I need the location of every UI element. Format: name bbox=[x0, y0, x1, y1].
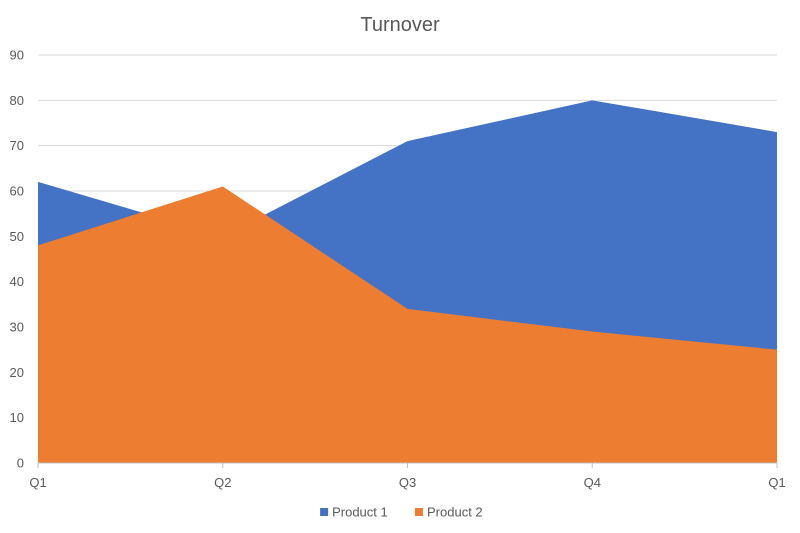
y-tick-label: 30 bbox=[10, 320, 24, 335]
plot-areas bbox=[37, 100, 778, 463]
y-tick-label: 0 bbox=[17, 456, 24, 471]
x-tick-label: Q3 bbox=[399, 475, 416, 490]
y-tick-label: 90 bbox=[10, 48, 24, 63]
y-tick-label: 80 bbox=[10, 93, 24, 108]
axes: 0 10 20 30 40 50 60 70 80 90 Q1 Q2 Q3 Q4 Q1 bbox=[10, 48, 786, 491]
y-tick-label: 20 bbox=[10, 365, 24, 380]
legend-label: Product 1 bbox=[332, 505, 388, 520]
x-tick-label: Q2 bbox=[214, 475, 231, 490]
legend-label: Product 2 bbox=[427, 505, 483, 520]
x-tick-label: Q1 bbox=[768, 475, 785, 490]
legend: Product 1 Product 2 bbox=[320, 505, 483, 520]
y-tick-label: 50 bbox=[10, 229, 24, 244]
x-tick-label: Q1 bbox=[29, 475, 46, 490]
chart-title: Turnover bbox=[360, 14, 440, 36]
y-tick-label: 70 bbox=[10, 138, 24, 153]
area-series-2 bbox=[38, 186, 777, 463]
legend-swatch bbox=[320, 508, 329, 516]
x-tick-label: Q4 bbox=[584, 475, 601, 490]
y-tick-label: 10 bbox=[10, 410, 24, 425]
y-tick-label: 60 bbox=[10, 184, 24, 199]
legend-swatch bbox=[415, 508, 423, 516]
y-tick-label: 40 bbox=[10, 274, 24, 289]
